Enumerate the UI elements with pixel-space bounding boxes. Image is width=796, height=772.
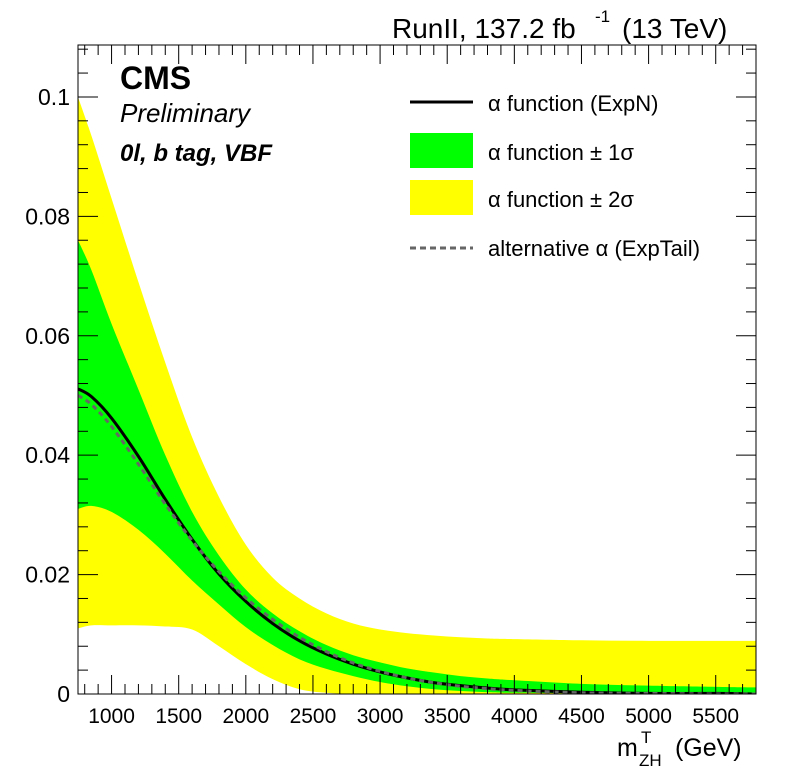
legend-box-2sigma <box>410 180 473 215</box>
x-axis-title: m <box>617 734 638 762</box>
y-tick-label: 0.08 <box>25 203 70 229</box>
y-tick-label: 0 <box>57 681 70 707</box>
x-tick-label: 5500 <box>692 705 739 728</box>
preliminary-label: Preliminary <box>120 98 252 128</box>
x-tick-label: 2500 <box>290 705 337 728</box>
x-tick-label: 1000 <box>88 705 135 728</box>
x-axis-title-main: m <box>617 734 638 762</box>
x-tick-label: 4000 <box>491 705 538 728</box>
x-tick-label: 2000 <box>222 705 269 728</box>
energy-label: (13 TeV) <box>622 13 727 44</box>
x-tick-label: 1500 <box>155 705 202 728</box>
lumi-label: RunII, 137.2 fb <box>392 13 576 44</box>
x-tick-label: 3000 <box>357 705 404 728</box>
y-tick-label: 0.1 <box>38 84 70 110</box>
series-exptail-line <box>78 394 756 694</box>
y-tick-label: 0.04 <box>25 442 70 468</box>
x-axis-title-sub: ZH <box>639 751 662 770</box>
axis-ticks <box>78 45 757 695</box>
x-tick-label: 3500 <box>424 705 471 728</box>
x-axis-title-sup: T <box>641 728 651 747</box>
legend: α function (ExpN) α function ± 1σ α func… <box>410 91 700 261</box>
plot-frame <box>77 44 757 695</box>
x-axis-title-unit: (GeV) <box>668 734 742 762</box>
x-tick-label: 4500 <box>558 705 605 728</box>
legend-label-expn: α function (ExpN) <box>488 91 658 116</box>
cms-label: CMS <box>120 60 191 96</box>
y-tick-label: 0.06 <box>25 323 70 349</box>
lumi-exponent: -1 <box>595 7 610 26</box>
legend-box-1sigma <box>410 133 473 168</box>
x-tick-labels: 1000 1500 2000 2500 3000 3500 4000 4500 5000 5500 <box>88 705 739 728</box>
x-tick-label: 5000 <box>625 705 672 728</box>
category-label: 0l, b tag, VBF <box>120 140 273 167</box>
curves <box>78 387 756 694</box>
legend-label-1sigma: α function ± 1σ <box>488 140 634 165</box>
legend-label-exptail: alternative α (ExpTail) <box>488 236 700 261</box>
y-tick-labels: 0 0.02 0.04 0.06 0.08 0.1 <box>25 84 70 707</box>
y-tick-label: 0.02 <box>25 562 70 588</box>
legend-label-2sigma: α function ± 2σ <box>488 187 634 212</box>
